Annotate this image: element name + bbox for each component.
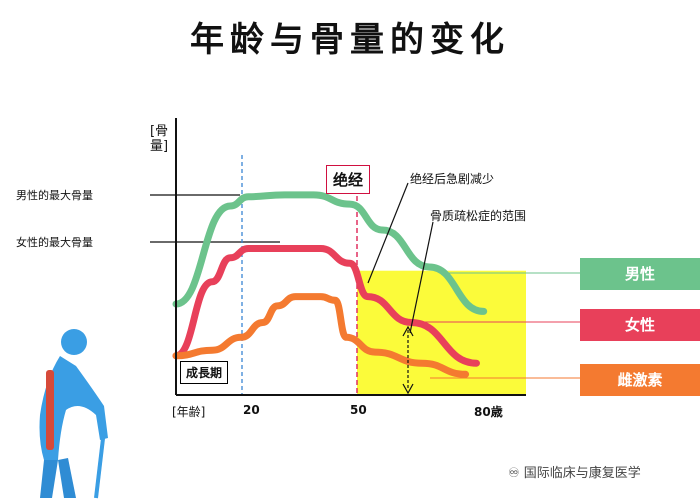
rapid-decline-leader — [367, 182, 409, 284]
watermark-text: 国际临床与康复医学 — [523, 466, 641, 481]
series-line-1 — [172, 245, 480, 367]
chart-title: 年龄与骨量的变化 — [190, 20, 510, 60]
series-line-2 — [172, 293, 470, 378]
y-axis-label: [骨量] — [150, 124, 169, 154]
osteoporosis-label: 骨质疏松症的范围 — [430, 209, 527, 223]
x-tick-80: 80歳 — [474, 405, 503, 419]
elderly-person-illustration — [39, 329, 108, 499]
male-peak-label: 男性的最大骨量 — [16, 189, 93, 202]
watermark: ♾ 国际临床与康复医学 — [508, 462, 641, 481]
rapid-decline-label: 绝经后急剧减少 — [410, 172, 495, 186]
growth-period-label: 成長期 — [180, 361, 229, 384]
wechat-icon: ♾ — [508, 466, 524, 481]
arrow-down-head — [402, 383, 414, 395]
legend-female: 女性 — [580, 309, 700, 341]
x-tick-50: 50 — [350, 403, 367, 417]
osteoporosis-band — [357, 270, 526, 395]
series-line-0 — [172, 191, 488, 315]
legend-male: 男性 — [580, 258, 700, 290]
osteoporosis-leader — [409, 221, 434, 334]
female-peak-label: 女性的最大骨量 — [16, 236, 93, 249]
x-tick-20: 20 — [243, 403, 260, 417]
x-axis-label: [年齢] — [172, 405, 206, 419]
legend-estrogen: 雌激素 — [580, 364, 700, 396]
arrow-up-head — [402, 325, 414, 337]
menopause-label: 绝经 — [326, 165, 371, 194]
